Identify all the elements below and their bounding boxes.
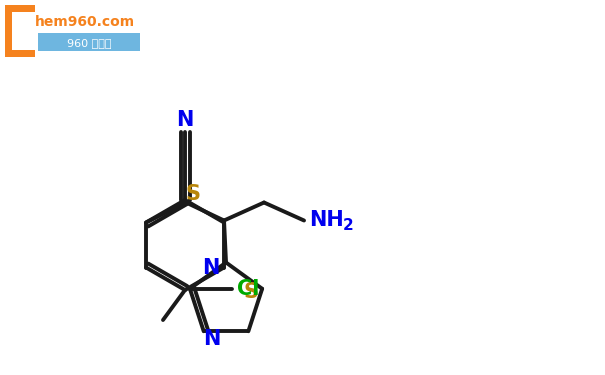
Text: N: N — [203, 329, 220, 349]
Polygon shape — [5, 5, 35, 57]
Text: S: S — [244, 282, 259, 302]
Text: NH: NH — [309, 210, 344, 231]
Text: 960 化工网: 960 化工网 — [67, 38, 111, 48]
Text: S: S — [186, 183, 200, 204]
Text: Cl: Cl — [237, 279, 259, 299]
Text: 2: 2 — [342, 218, 353, 233]
FancyBboxPatch shape — [38, 33, 140, 51]
Text: hem960.com: hem960.com — [35, 15, 135, 29]
Text: N: N — [176, 110, 194, 130]
Text: N: N — [202, 258, 220, 278]
